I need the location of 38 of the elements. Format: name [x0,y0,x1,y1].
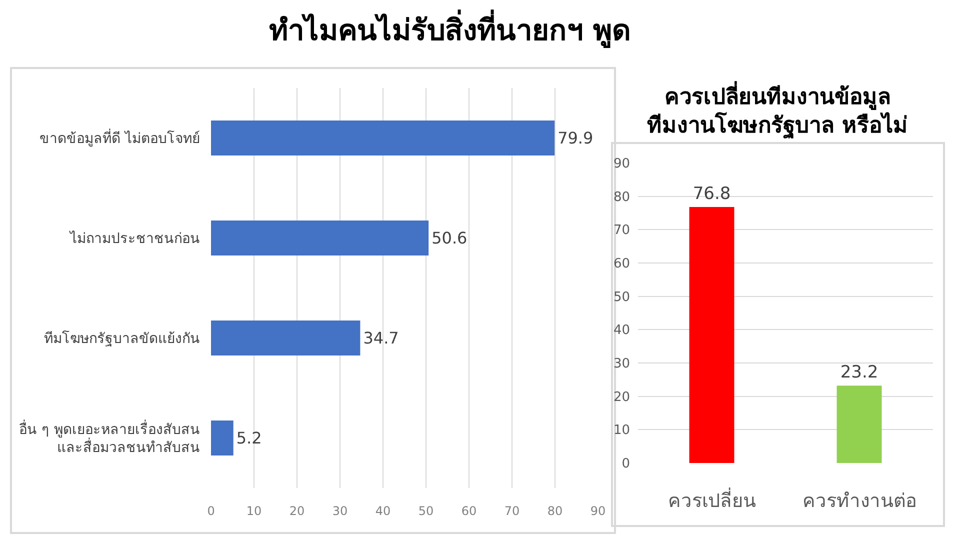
y-tick-label: ไม่ถามประชาชนก่อน [69,230,200,247]
chart-title: ควรเปลี่ยนทีมงานข้อมูล ทีมงานโฆษกรัฐบาล หรือไม่ [647,80,908,140]
x-tick-label: ควรเปลี่ยน [668,487,756,512]
bar [211,220,429,256]
x-tick-label: 50 [418,504,434,518]
y-tick-label: ทีมโฆษกรัฐบาลขัดแย้งกัน [44,330,200,347]
y-tick-label: ขาดข้อมูลที่ดี ไม่ตอบโจทย์ [40,128,200,147]
bar [211,420,234,456]
y-tick-label: 0 [622,456,630,472]
y-tick-label: 10 [613,423,630,438]
data-label: 5.2 [236,428,262,448]
x-tick-label: 60 [461,504,477,518]
x-tick-label: 70 [504,504,520,518]
x-tick-label: 0 [207,504,215,518]
y-tick-label: 20 [613,390,630,405]
y-tick-label: อื่น ๆ พูดเยอะหลายเรื่องสับสน และสื่อมวลชนทำสับสน [19,420,200,456]
data-label: 76.8 [692,184,731,204]
y-tick-label: 80 [613,190,630,205]
y-tick-label: 90 [613,156,630,172]
data-label: 50.6 [432,228,468,248]
bar [211,120,555,156]
x-tick-label: 30 [332,504,348,518]
data-label: 79.9 [558,128,594,148]
y-tick-label: 60 [613,256,630,272]
y-tick-label: 50 [613,290,630,305]
chart-title: ทำไมคนไม่รับสิ่งที่นายกฯ พูด [268,9,632,48]
y-tick-label: 40 [613,323,630,338]
x-tick-label: 40 [375,504,391,518]
x-tick-label: ควรทำงานต่อ [802,490,916,512]
bar [211,320,360,356]
x-tick-label: 10 [246,504,262,518]
x-tick-label: 90 [590,504,606,518]
y-tick-label: 70 [613,223,630,238]
y-tick-label: 30 [613,356,630,372]
x-tick-label: 20 [289,504,305,518]
x-tick-label: 80 [547,504,563,518]
data-label: 23.2 [840,362,878,383]
data-label: 34.7 [363,328,399,348]
